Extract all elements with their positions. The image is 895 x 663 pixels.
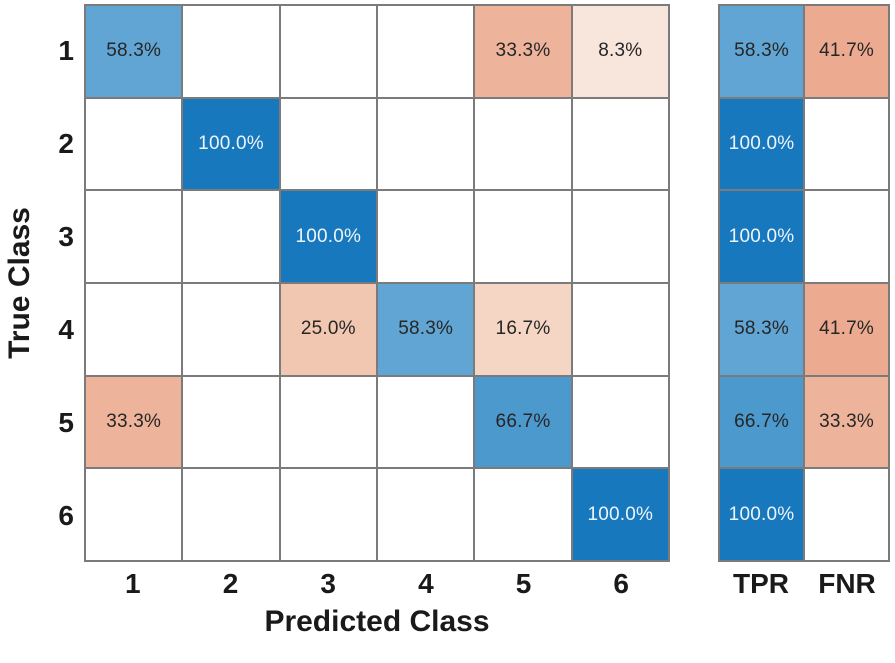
matrix-cell — [378, 6, 474, 97]
matrix-cell — [572, 191, 668, 282]
matrix-cell — [280, 469, 376, 560]
matrix-cell — [183, 283, 279, 375]
matrix-cell — [280, 98, 376, 190]
summary-cell: 41.7% — [805, 283, 888, 375]
matrix-cell — [183, 376, 279, 468]
y-tick-labels: 1 2 3 4 5 6 — [34, 4, 78, 562]
x-tick-label: 5 — [515, 568, 532, 599]
matrix-cell — [86, 191, 182, 282]
summary-column-label: FNR — [818, 568, 876, 599]
matrix-cell: 66.7% — [475, 376, 571, 468]
y-tick-label: 1 — [58, 34, 74, 66]
matrix-cell: 33.3% — [86, 376, 182, 468]
confusion-grid: 58.3% 33.3% 8.3% 100.0% 100.0% 25.0% 58.3% 16.7… — [84, 4, 670, 562]
x-tick-label: 4 — [418, 568, 434, 599]
summary-cell — [805, 191, 888, 282]
x-tick-label: 2 — [222, 568, 239, 599]
x-tick-label: 1 — [125, 568, 141, 599]
matrix-cell: 16.7% — [475, 283, 571, 375]
matrix-cell — [183, 6, 279, 97]
summary-column-labels: TPR FNR — [718, 568, 890, 600]
matrix-cell — [378, 191, 474, 282]
x-tick-labels: 1 2 3 4 5 6 — [84, 568, 670, 600]
summary-cell: 33.3% — [805, 376, 888, 468]
y-tick-label: 3 — [58, 220, 74, 252]
matrix-cell — [378, 469, 474, 560]
matrix-cell — [475, 98, 571, 190]
x-tick-label: 3 — [320, 568, 336, 599]
y-tick-label: 4 — [58, 313, 74, 345]
summary-column-label: TPR — [733, 568, 789, 599]
summary-cell: 100.0% — [720, 98, 803, 190]
x-axis-title: Predicted Class — [264, 605, 490, 638]
summary-cell — [805, 98, 888, 190]
matrix-cell: 58.3% — [378, 283, 474, 375]
matrix-cell: 100.0% — [183, 98, 279, 190]
summary-cell: 66.7% — [720, 376, 803, 468]
summary-cell: 100.0% — [720, 469, 803, 560]
matrix-cell — [475, 191, 571, 282]
y-tick-label: 5 — [58, 406, 74, 438]
matrix-cell: 25.0% — [280, 283, 376, 375]
matrix-cell — [572, 376, 668, 468]
matrix-cell — [183, 469, 279, 560]
matrix-cell — [280, 6, 376, 97]
summary-cell: 41.7% — [805, 6, 888, 97]
y-axis-title: True Class — [3, 207, 36, 359]
summary-grid: 58.3% 41.7% 100.0% 100.0% 58.3% 41.7% 66.7% 33.… — [718, 4, 890, 562]
matrix-cell — [86, 98, 182, 190]
summary-cell — [805, 469, 888, 560]
matrix-cell: 100.0% — [572, 469, 668, 560]
matrix-cell — [378, 376, 474, 468]
matrix-cell — [86, 283, 182, 375]
summary-cell: 100.0% — [720, 191, 803, 282]
matrix-cell: 33.3% — [475, 6, 571, 97]
matrix-cell: 58.3% — [86, 6, 182, 97]
matrix-cell — [280, 376, 376, 468]
summary-cell: 58.3% — [720, 6, 803, 97]
matrix-cell — [572, 283, 668, 375]
matrix-cell: 100.0% — [280, 191, 376, 282]
matrix-cell — [475, 469, 571, 560]
y-tick-label: 6 — [58, 499, 74, 531]
matrix-cell — [378, 98, 474, 190]
matrix-cell — [572, 98, 668, 190]
matrix-cell — [86, 469, 182, 560]
summary-cell: 58.3% — [720, 283, 803, 375]
y-tick-label: 2 — [58, 127, 74, 159]
matrix-cell: 8.3% — [572, 6, 668, 97]
x-tick-label: 6 — [613, 568, 629, 599]
matrix-cell — [183, 191, 279, 282]
